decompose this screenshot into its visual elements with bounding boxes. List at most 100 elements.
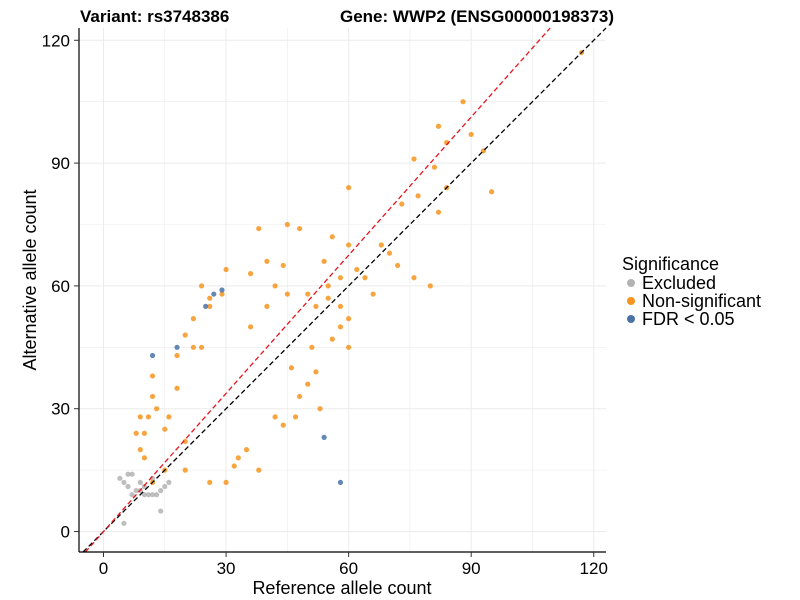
point-non-significant xyxy=(207,303,213,309)
point-non-significant xyxy=(284,291,290,297)
point-non-significant xyxy=(362,275,368,281)
point-non-significant xyxy=(190,344,196,350)
point-non-significant xyxy=(190,316,196,322)
point-excluded xyxy=(133,487,139,494)
x-tick-label: 120 xyxy=(580,559,608,578)
point-non-significant xyxy=(137,447,143,453)
point-fdr-0-05 xyxy=(149,352,156,359)
point-non-significant xyxy=(337,324,344,330)
reference-lines xyxy=(82,27,607,553)
x-tick-label: 90 xyxy=(462,559,481,578)
y-tick-label: 60 xyxy=(51,277,70,296)
point-non-significant xyxy=(370,291,376,297)
point-non-significant xyxy=(231,463,237,469)
legend: Significance ExcludedNon-significantFDR … xyxy=(622,254,761,329)
point-non-significant xyxy=(460,99,466,105)
point-non-significant xyxy=(321,258,327,264)
point-fdr-0-05 xyxy=(321,434,327,440)
point-non-significant xyxy=(219,291,225,297)
point-non-significant xyxy=(149,373,156,379)
data-points xyxy=(117,49,585,526)
x-tick-label: 0 xyxy=(99,559,108,578)
point-non-significant xyxy=(305,291,311,297)
point-excluded xyxy=(141,492,147,498)
point-non-significant xyxy=(309,344,315,350)
point-non-significant xyxy=(264,303,270,309)
point-non-significant xyxy=(182,438,188,445)
legend-label: FDR < 0.05 xyxy=(642,309,735,329)
point-non-significant xyxy=(243,447,250,453)
point-non-significant xyxy=(337,303,344,309)
point-non-significant xyxy=(346,242,352,248)
point-non-significant xyxy=(256,467,262,473)
point-non-significant xyxy=(145,414,152,420)
point-non-significant xyxy=(133,430,139,436)
point-excluded xyxy=(129,492,135,498)
point-excluded xyxy=(158,508,164,514)
point-excluded xyxy=(121,479,127,486)
y-tick-label: 0 xyxy=(61,523,70,542)
point-fdr-0-05 xyxy=(203,303,209,309)
axes xyxy=(74,28,606,557)
y-tick-label: 30 xyxy=(51,400,70,419)
point-non-significant xyxy=(223,479,229,486)
point-non-significant xyxy=(378,242,384,248)
point-non-significant xyxy=(256,225,262,232)
point-excluded xyxy=(145,492,152,498)
point-non-significant xyxy=(325,295,331,301)
point-non-significant xyxy=(346,185,352,191)
legend-label: Non-significant xyxy=(642,291,761,311)
point-non-significant xyxy=(137,414,143,420)
point-excluded xyxy=(137,479,143,486)
y-tick-label: 90 xyxy=(51,154,70,173)
point-non-significant xyxy=(297,225,303,232)
point-excluded xyxy=(154,492,160,498)
point-non-significant xyxy=(198,283,205,289)
point-non-significant xyxy=(354,266,360,273)
point-fdr-0-05 xyxy=(174,344,180,350)
chart-title-gene: Gene: WWP2 (ENSG00000198373) xyxy=(340,7,614,26)
point-non-significant xyxy=(149,393,156,400)
tick-labels: 0 30 60 90 120 0 30 60 90 120 xyxy=(42,31,608,578)
point-non-significant xyxy=(280,262,286,269)
point-non-significant xyxy=(174,385,180,391)
point-non-significant xyxy=(435,209,442,215)
point-non-significant xyxy=(346,316,352,322)
point-non-significant xyxy=(272,414,278,420)
point-non-significant xyxy=(399,201,405,207)
point-excluded xyxy=(117,475,123,481)
point-non-significant xyxy=(141,455,147,461)
grid xyxy=(79,28,606,552)
y-axis-title: Alternative allele count xyxy=(20,189,40,370)
point-non-significant xyxy=(435,123,442,129)
point-non-significant xyxy=(313,303,319,309)
point-non-significant xyxy=(288,365,295,371)
point-excluded xyxy=(158,487,164,494)
point-non-significant xyxy=(154,406,160,412)
point-non-significant xyxy=(489,189,495,195)
point-non-significant xyxy=(313,369,319,375)
point-excluded xyxy=(141,483,147,490)
point-non-significant xyxy=(411,275,417,281)
x-tick-label: 60 xyxy=(339,559,358,578)
point-non-significant xyxy=(329,234,335,240)
point-non-significant xyxy=(272,283,278,289)
point-excluded xyxy=(149,492,156,498)
point-non-significant xyxy=(468,131,474,138)
identity-line xyxy=(82,27,607,553)
legend-label: Excluded xyxy=(642,273,716,293)
point-non-significant xyxy=(346,344,352,350)
point-non-significant xyxy=(166,414,172,420)
point-excluded xyxy=(129,471,135,477)
point-non-significant xyxy=(280,422,286,428)
point-non-significant xyxy=(162,426,168,432)
point-non-significant xyxy=(223,266,229,273)
point-excluded xyxy=(166,479,172,486)
x-axis-title: Reference allele count xyxy=(252,578,431,598)
point-non-significant xyxy=(207,295,213,301)
point-non-significant xyxy=(174,352,180,359)
point-non-significant xyxy=(325,283,331,289)
point-non-significant xyxy=(292,414,299,420)
